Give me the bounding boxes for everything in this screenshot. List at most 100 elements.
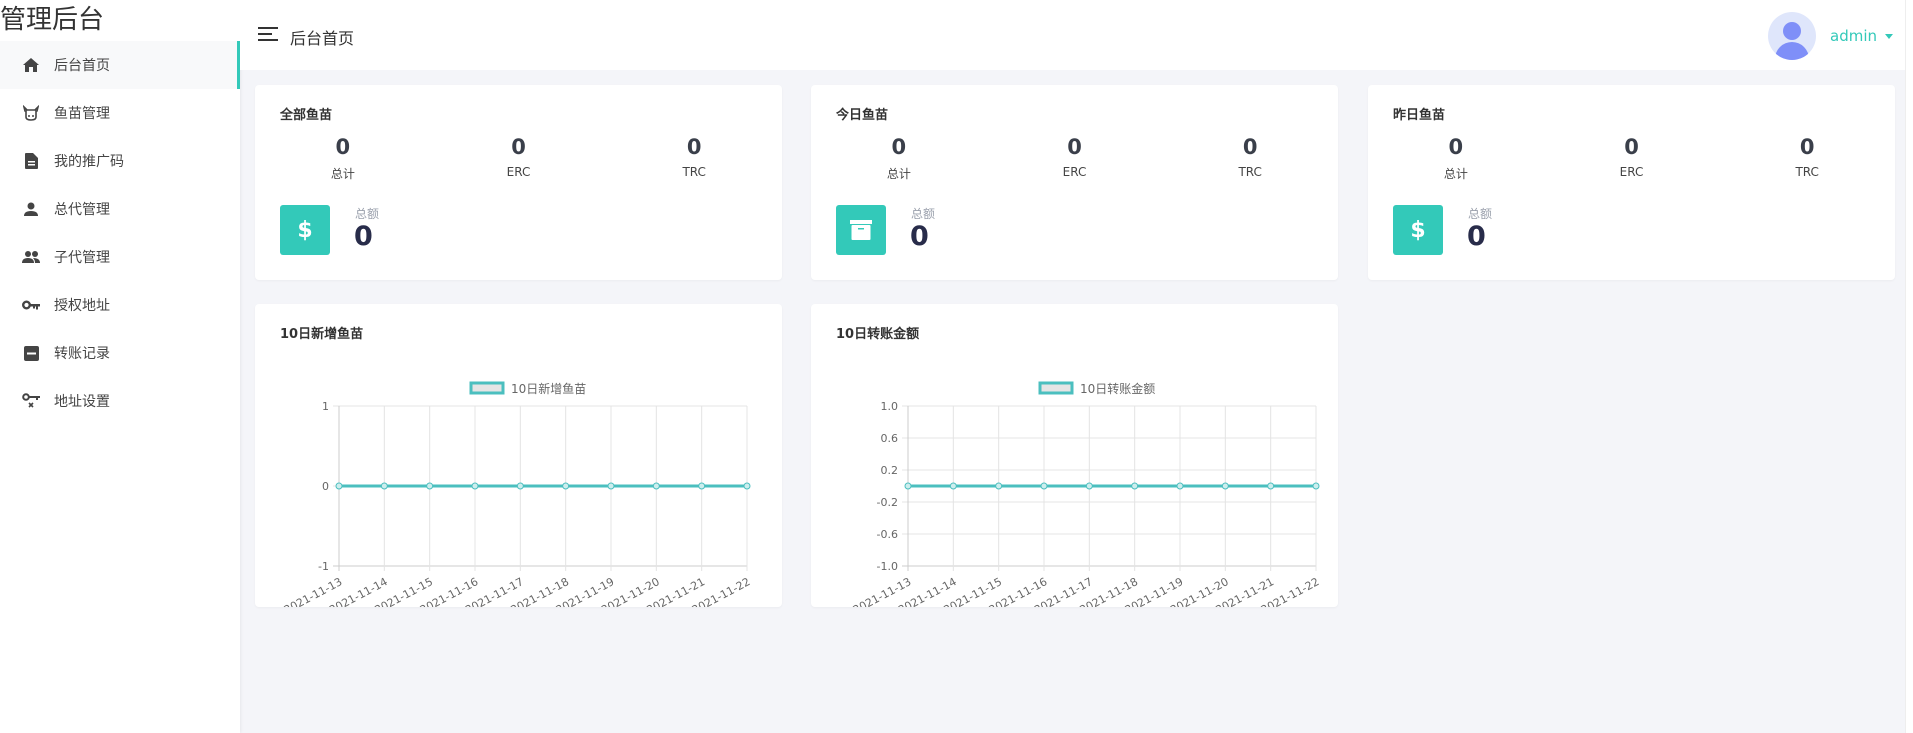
y-tick-label: 0.6 [881,432,899,445]
line-chart: 10日转账金额1.00.60.2-0.2-0.6-1.02021-11-1320… [851,381,1322,607]
stat-value: 0 [1799,135,1815,159]
sidebar-item-label: 子代管理 [54,250,110,266]
data-point [743,482,751,490]
stat-value: 0 [891,135,907,159]
breadcrumb: 后台首页 [290,29,355,48]
data-point [607,482,615,490]
stat-value: 0 [1242,135,1258,159]
stat-value: 0 [1624,135,1639,159]
stat-label: ERC [1619,165,1644,179]
data-point [904,482,912,490]
stat-1: 0 ERC [1544,135,1720,182]
dollar-icon: $ [280,205,330,255]
stat-label: 总计 [1443,167,1468,181]
card-title: 全部鱼苗 [280,108,333,123]
sidebar-item-label: 我的推广码 [54,154,124,170]
data-point [1085,482,1093,490]
sidebar-item-3[interactable]: 总代管理 [0,185,240,233]
sidebar-item-label: 授权地址 [54,298,110,314]
stat-label: TRC [1795,165,1819,179]
data-point [652,482,660,490]
data-point [1312,482,1320,490]
data-point [1176,482,1184,490]
stat-0: 0 总计 [1368,135,1544,182]
menu-toggle-icon[interactable] [258,27,278,41]
data-point [1221,482,1229,490]
total-label: 总额 [1468,207,1493,221]
sidebar-item-4[interactable]: 子代管理 [0,233,240,281]
list-box-icon [22,344,40,362]
y-tick-label: 0 [322,480,329,493]
sidebar-item-label: 转账记录 [54,346,110,362]
data-point [949,482,957,490]
data-point [1040,482,1048,490]
home-icon [22,56,40,74]
sidebar-item-1[interactable]: 鱼苗管理 [0,89,240,137]
chart-card: 10日新增鱼苗 10日新增鱼苗 1 0 -1 2021-11-13 2021-11-14 20… [255,304,782,607]
archive-icon [836,205,886,255]
avatar [1768,12,1816,60]
stat-label: TRC [1238,165,1262,179]
y-tick-label: 0.2 [881,464,899,477]
total-label: 总额 [355,207,380,221]
user-menu[interactable]: admin [1768,12,1893,60]
stat-value: 0 [1448,135,1464,159]
sidebar-item-label: 地址设置 [54,394,110,410]
y-tick-label: -0.2 [877,496,898,509]
legend-swatch [1038,381,1074,395]
sidebar-item-2[interactable]: 我的推广码 [0,137,240,185]
brand-title: 管理后台 [0,5,105,35]
scrollbar[interactable] [1905,0,1913,733]
chart-card: 10日转账金额 10日转账金额 1.0 0.6 0.2 -0.2 -0.6 -1.0 2021-… [811,304,1338,607]
sidebar: 管理后台 后台首页鱼苗管理我的推广码总代管理子代管理授权地址转账记录地址设置 [0,0,240,733]
y-tick-label: -1.0 [877,560,898,573]
y-tick-label: -1 [318,560,329,573]
legend-label: 10日转账金额 [1080,381,1155,396]
y-tick-label: 1.0 [881,400,899,413]
summary-card: 全部鱼苗 0 总计 0 ERC 0 TRC $ 总额 0 [255,85,782,280]
sidebar-item-label: 总代管理 [54,202,110,218]
data-point [426,482,434,490]
chart-title: 10日新增鱼苗 [280,327,364,342]
dollar-icon: $ [1393,205,1443,255]
legend-swatch [469,381,505,395]
sidebar-item-label: 鱼苗管理 [54,106,110,122]
username: admin [1830,27,1877,45]
total-value: 0 [910,221,929,252]
data-point [471,482,479,490]
stat-label: ERC [506,165,531,179]
y-tick-label: -0.6 [877,528,898,541]
stat-0: 0 总计 [255,135,431,182]
data-point [380,482,388,490]
y-tick-label: 1 [322,400,329,413]
stat-2: 0 TRC [1719,135,1895,182]
legend-label: 10日新增鱼苗 [511,381,586,396]
caret-down-icon [1885,33,1893,39]
stat-2: 0 TRC [606,135,782,182]
sidebar-item-7[interactable]: 地址设置 [0,377,240,425]
data-point [698,482,706,490]
people-icon [22,248,40,266]
data-point [1267,482,1275,490]
total-value: 0 [354,221,373,252]
stat-label: ERC [1062,165,1087,179]
stat-0: 0 总计 [811,135,987,182]
data-point [335,482,343,490]
sidebar-item-6[interactable]: 转账记录 [0,329,240,377]
chart-title: 10日转账金额 [836,327,920,342]
data-point [995,482,1003,490]
line-chart: 10日新增鱼苗10-12021-11-132021-11-142021-11-1… [282,381,753,607]
total-value: 0 [1467,221,1486,252]
document-icon [22,152,40,170]
card-title: 昨日鱼苗 [1393,108,1446,123]
header: 后台首页 admin [240,0,1913,70]
cow-icon [22,104,40,122]
stat-2: 0 TRC [1162,135,1338,182]
data-point [562,482,570,490]
sidebar-item-0[interactable]: 后台首页 [0,41,240,89]
stat-value: 0 [1067,135,1082,159]
key-x-icon [22,392,40,410]
sidebar-item-label: 后台首页 [54,58,110,74]
data-point [516,482,524,490]
sidebar-item-5[interactable]: 授权地址 [0,281,240,329]
